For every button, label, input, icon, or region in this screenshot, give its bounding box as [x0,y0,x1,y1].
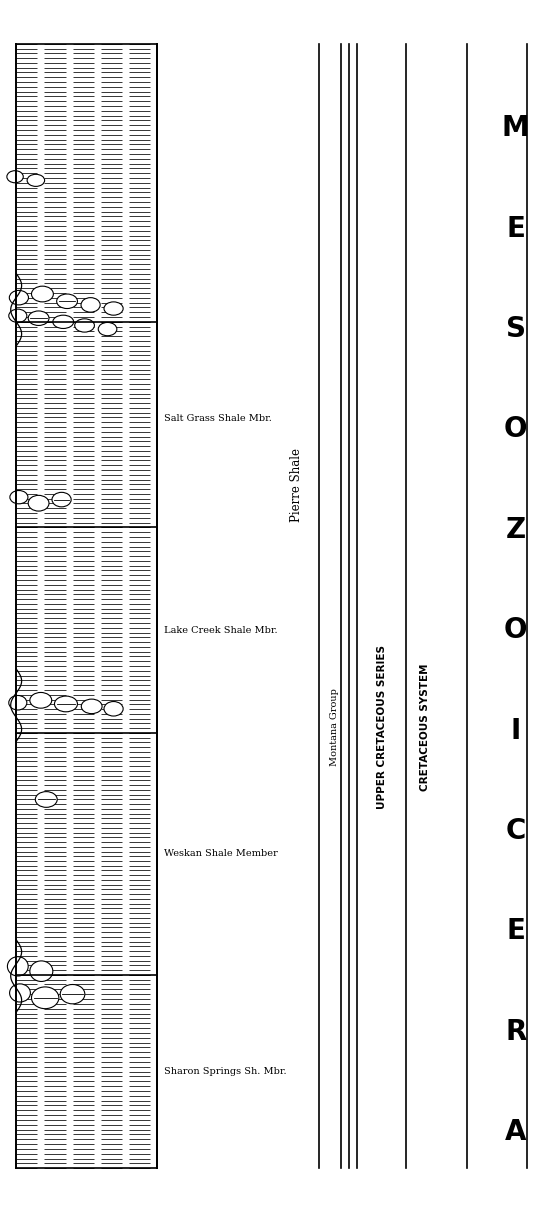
Ellipse shape [30,692,52,708]
Ellipse shape [31,987,59,1008]
Text: O: O [504,616,527,645]
Text: UPPER CRETACEOUS SERIES: UPPER CRETACEOUS SERIES [377,645,387,808]
Ellipse shape [9,309,27,322]
Ellipse shape [28,311,49,326]
Ellipse shape [10,491,28,504]
Text: E: E [507,917,525,945]
Text: Pierre Shale: Pierre Shale [290,448,304,522]
Ellipse shape [31,286,53,302]
Ellipse shape [75,319,95,332]
Ellipse shape [60,984,85,1004]
Text: Z: Z [505,516,526,544]
Text: S: S [506,315,526,343]
Ellipse shape [54,696,78,711]
Text: O: O [504,416,527,444]
Text: CRETACEOUS SYSTEM: CRETACEOUS SYSTEM [421,663,431,790]
Ellipse shape [53,315,74,328]
Ellipse shape [9,984,30,1002]
Ellipse shape [57,295,78,309]
Ellipse shape [81,699,102,714]
Text: Weskan Shale Member: Weskan Shale Member [164,850,278,858]
Text: Montana Group: Montana Group [329,688,339,766]
Text: R: R [505,1018,526,1046]
Ellipse shape [52,492,71,507]
Ellipse shape [98,322,117,336]
Ellipse shape [9,291,29,305]
Ellipse shape [81,298,100,313]
Text: Sharon Springs Sh. Mbr.: Sharon Springs Sh. Mbr. [164,1067,287,1076]
Text: Salt Grass Shale Mbr.: Salt Grass Shale Mbr. [164,415,272,423]
Text: C: C [505,817,526,845]
Text: I: I [510,716,521,744]
Text: Lake Creek Shale Mbr.: Lake Creek Shale Mbr. [164,625,278,635]
Text: M: M [502,114,530,142]
Ellipse shape [104,702,123,716]
Ellipse shape [9,696,27,710]
Text: A: A [505,1117,526,1147]
Ellipse shape [35,791,57,807]
Ellipse shape [30,961,53,982]
Ellipse shape [28,496,49,511]
Ellipse shape [7,956,28,976]
Ellipse shape [27,175,45,187]
Text: E: E [507,215,525,242]
Ellipse shape [7,171,23,183]
Ellipse shape [104,302,123,315]
